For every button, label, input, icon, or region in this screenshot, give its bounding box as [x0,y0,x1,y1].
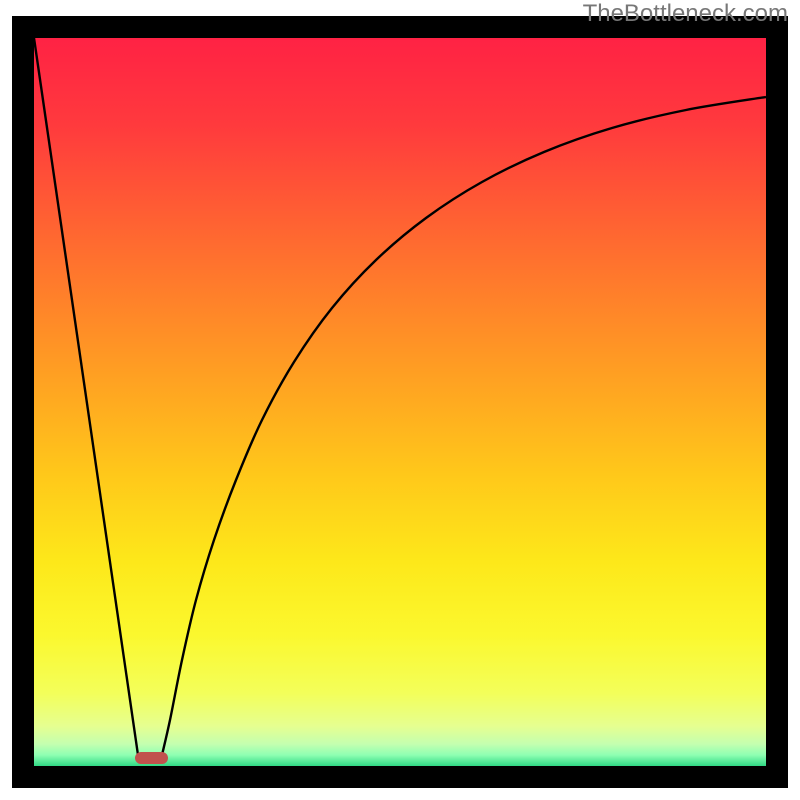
heatmap-background [34,38,766,766]
chart-container: TheBottleneck.com [0,0,800,800]
optimum-marker [135,752,168,764]
bottleneck-chart [0,0,800,800]
watermark-text: TheBottleneck.com [583,0,788,28]
